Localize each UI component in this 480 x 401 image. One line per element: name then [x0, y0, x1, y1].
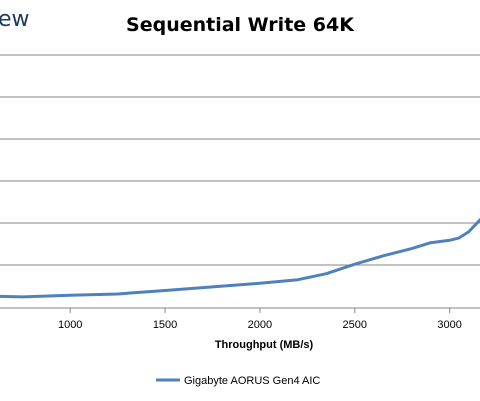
x-tick-label: 2000: [248, 319, 272, 331]
x-tick-label: 1000: [58, 319, 82, 331]
x-tick-label: 2500: [343, 319, 367, 331]
x-axis-title: Throughput (MB/s): [215, 339, 314, 351]
gridlines: [0, 54, 480, 309]
series-layer: [0, 218, 480, 299]
x-tick-label: 1500: [153, 319, 177, 331]
legend-label: Gigabyte AORUS Gen4 AIC: [184, 375, 320, 387]
chart-title: Sequential Write 64K: [126, 14, 355, 36]
x-tick-labels: 1000 1500 2000 2500 3000: [58, 308, 462, 331]
x-tick-label: 3000: [437, 319, 461, 331]
series-line: [0, 218, 480, 299]
legend: Gigabyte AORUS Gen4 AIC: [156, 375, 320, 387]
logo-text: ew: [0, 7, 30, 32]
